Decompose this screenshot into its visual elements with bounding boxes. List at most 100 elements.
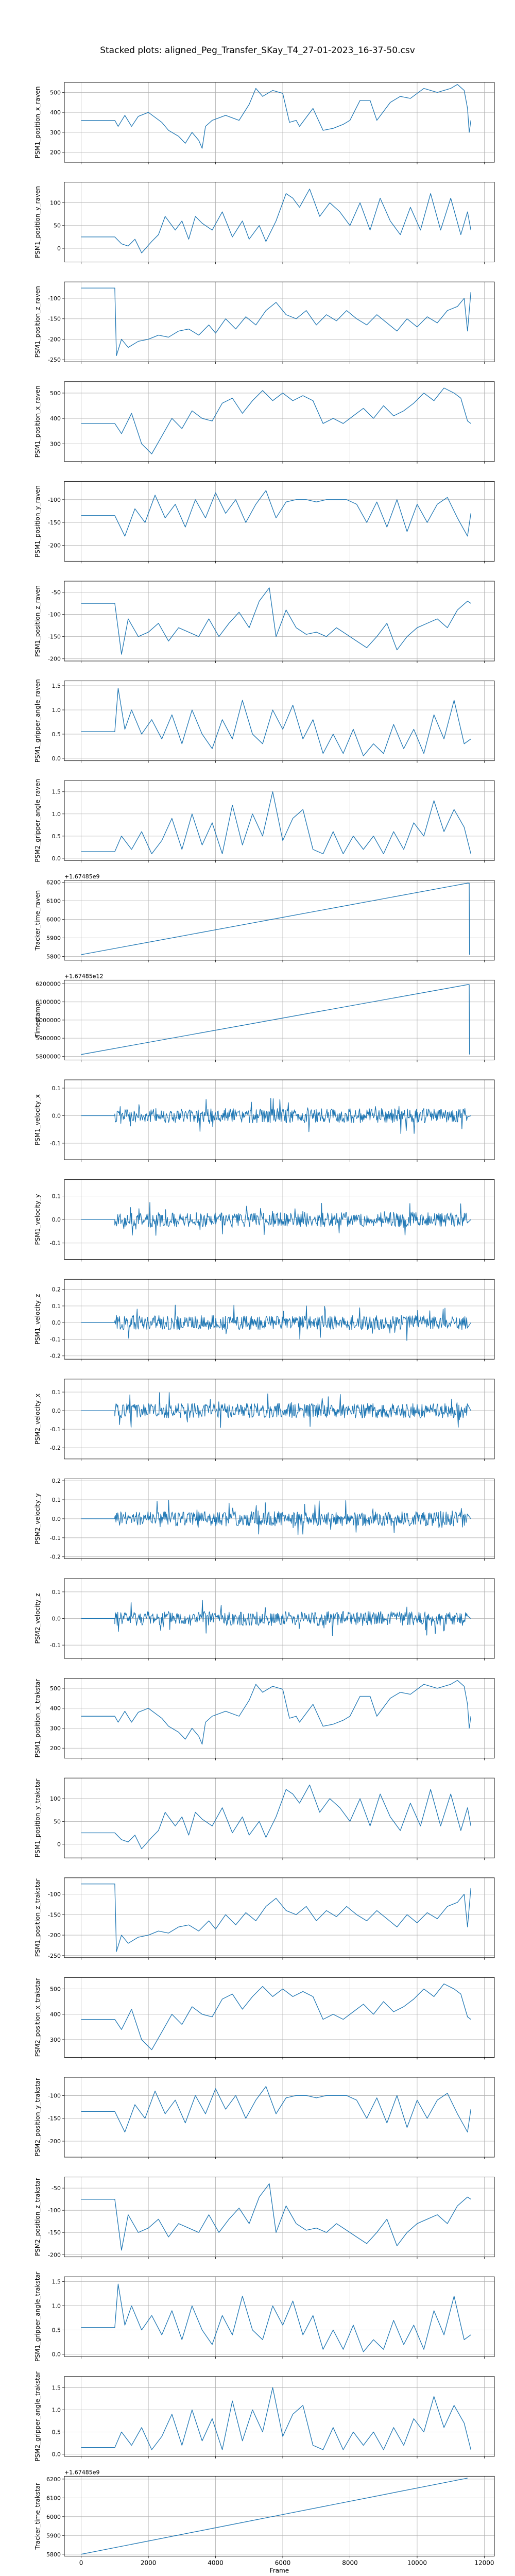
y-tick-label: 6100000 [36,999,61,1006]
series-line [81,189,471,253]
axes-frame [64,2376,495,2457]
axes-frame [64,2177,495,2258]
y-axis-label: PSM1_velocity_x [34,1094,41,1145]
y-axis-label: PSM1_position_z_raven [34,286,41,358]
y-tick-label: 0.1 [52,1497,61,1503]
y-axis-label: PSM1_position_x_raven [34,87,41,159]
axes-frame [64,1379,495,1460]
series-line [81,883,470,955]
axes-frame [64,1079,495,1160]
y-tick-label: 0.0 [52,1216,61,1223]
x-tick-label: 10000 [407,2559,427,2566]
y-axis-label: PSM1_position_y_raven [34,485,41,557]
y-tick-label: -50 [52,2185,61,2192]
series-line [81,688,471,756]
series-line [81,1304,471,1341]
y-tick-label: 400 [50,1705,61,1712]
y-axis-label: Tracker_time_raven [34,890,41,951]
y-tick-label: 0.0 [52,2451,61,2458]
axes-frame [64,82,495,163]
y-axis-label: PSM2_velocity_z [34,1593,41,1643]
y-axis-label: PSM2_velocity_x [34,1394,41,1445]
axes-frame [64,780,495,861]
y-tick-label: 6000000 [36,1017,61,1024]
y-tick-label: 200 [50,1745,61,1752]
y-tick-label: 0.1 [52,1085,61,1092]
series-line [81,1784,471,1850]
series-line [81,287,471,356]
y-tick-label: 0 [57,1841,61,1848]
axes-frame [64,1478,495,1559]
x-tick-label: 4000 [208,2559,224,2566]
axes-frame [64,182,495,263]
y-tick-label: 0.1 [52,1589,61,1596]
y-tick-label: 0.0 [52,755,61,762]
axes-frame [64,2077,495,2158]
axes-frame [64,1578,495,1659]
figure-title: Stacked plots: aligned_Peg_Transfer_SKay… [100,45,415,56]
y-tick-label: -50 [52,589,61,596]
y-tick-label: -150 [48,519,61,526]
y-tick-label: -0.1 [50,1535,61,1541]
y-tick-label: 6000 [46,916,61,923]
axes-frame [64,1777,495,1858]
x-tick-label: 8000 [342,2559,358,2566]
series-line [81,2478,468,2555]
y-tick-label: 0.1 [52,1303,61,1310]
axes-frame [64,581,495,662]
axes-frame [64,1678,495,1759]
y-tick-label: 0.5 [52,2429,61,2435]
y-tick-label: 0.5 [52,833,61,840]
offset-text: +1.67485e9 [64,873,99,880]
y-tick-label: 1.5 [52,2279,61,2285]
series-line [81,84,471,149]
y-axis-label: PSM1_position_x_trakstar [34,1679,41,1758]
axes-frame [64,281,495,362]
y-tick-label: 6000 [46,2514,61,2520]
y-tick-label: 5800 [46,2551,61,2558]
y-tick-label: -100 [48,497,61,503]
y-tick-label: 5900 [46,935,61,942]
y-tick-label: 0.0 [52,1516,61,1522]
x-axis-label: Frame [270,2567,289,2574]
y-tick-label: 6100 [46,897,61,904]
series-line [81,1392,471,1428]
axes-frame [64,1279,495,1360]
series-line [81,2283,471,2352]
y-tick-label: -0.1 [50,1426,61,1433]
y-tick-label: -200 [48,542,61,549]
y-tick-label: -0.2 [50,1554,61,1561]
y-tick-label: 500 [50,89,61,96]
series-line [81,791,471,854]
y-axis-label: PSM1_gripper_angle_trakstar [34,2272,41,2362]
y-tick-label: 1.5 [52,683,61,689]
y-tick-label: 5800 [46,954,61,960]
y-tick-label: 500 [50,1685,61,1692]
y-axis-label: PSM1_position_y_raven [34,186,41,258]
y-tick-label: -150 [48,634,61,640]
y-tick-label: 6100 [46,2495,61,2501]
y-tick-label: 0.2 [52,1286,61,1293]
series-line [81,1098,471,1134]
y-tick-label: 400 [50,415,61,422]
series-line [81,1680,471,1745]
series-line [81,387,471,454]
y-tick-label: -150 [48,2229,61,2236]
y-tick-label: 5900000 [36,1035,61,1042]
y-tick-label: 0.0 [52,1112,61,1119]
y-tick-label: -100 [48,295,61,302]
y-axis-label: PSM2_gripper_angle_trakstar [34,2371,41,2462]
axes-frame [64,1179,495,1260]
series-line [81,2086,471,2132]
y-tick-label: -150 [48,1911,61,1918]
axes-frame [64,1877,495,1958]
y-tick-label: 100 [50,199,61,206]
y-axis-label: PSM2_position_y_trakstar [34,2078,41,2157]
y-axis-label: PSM2_position_z_trakstar [34,2178,41,2256]
y-tick-label: 0.5 [52,2327,61,2334]
y-axis-label: PSM1_position_z_trakstar [34,1878,41,1957]
y-axis-label: PSM1_position_z_raven [34,585,41,657]
y-tick-label: 0.0 [52,1319,61,1326]
y-tick-label: 0.0 [52,1408,61,1414]
